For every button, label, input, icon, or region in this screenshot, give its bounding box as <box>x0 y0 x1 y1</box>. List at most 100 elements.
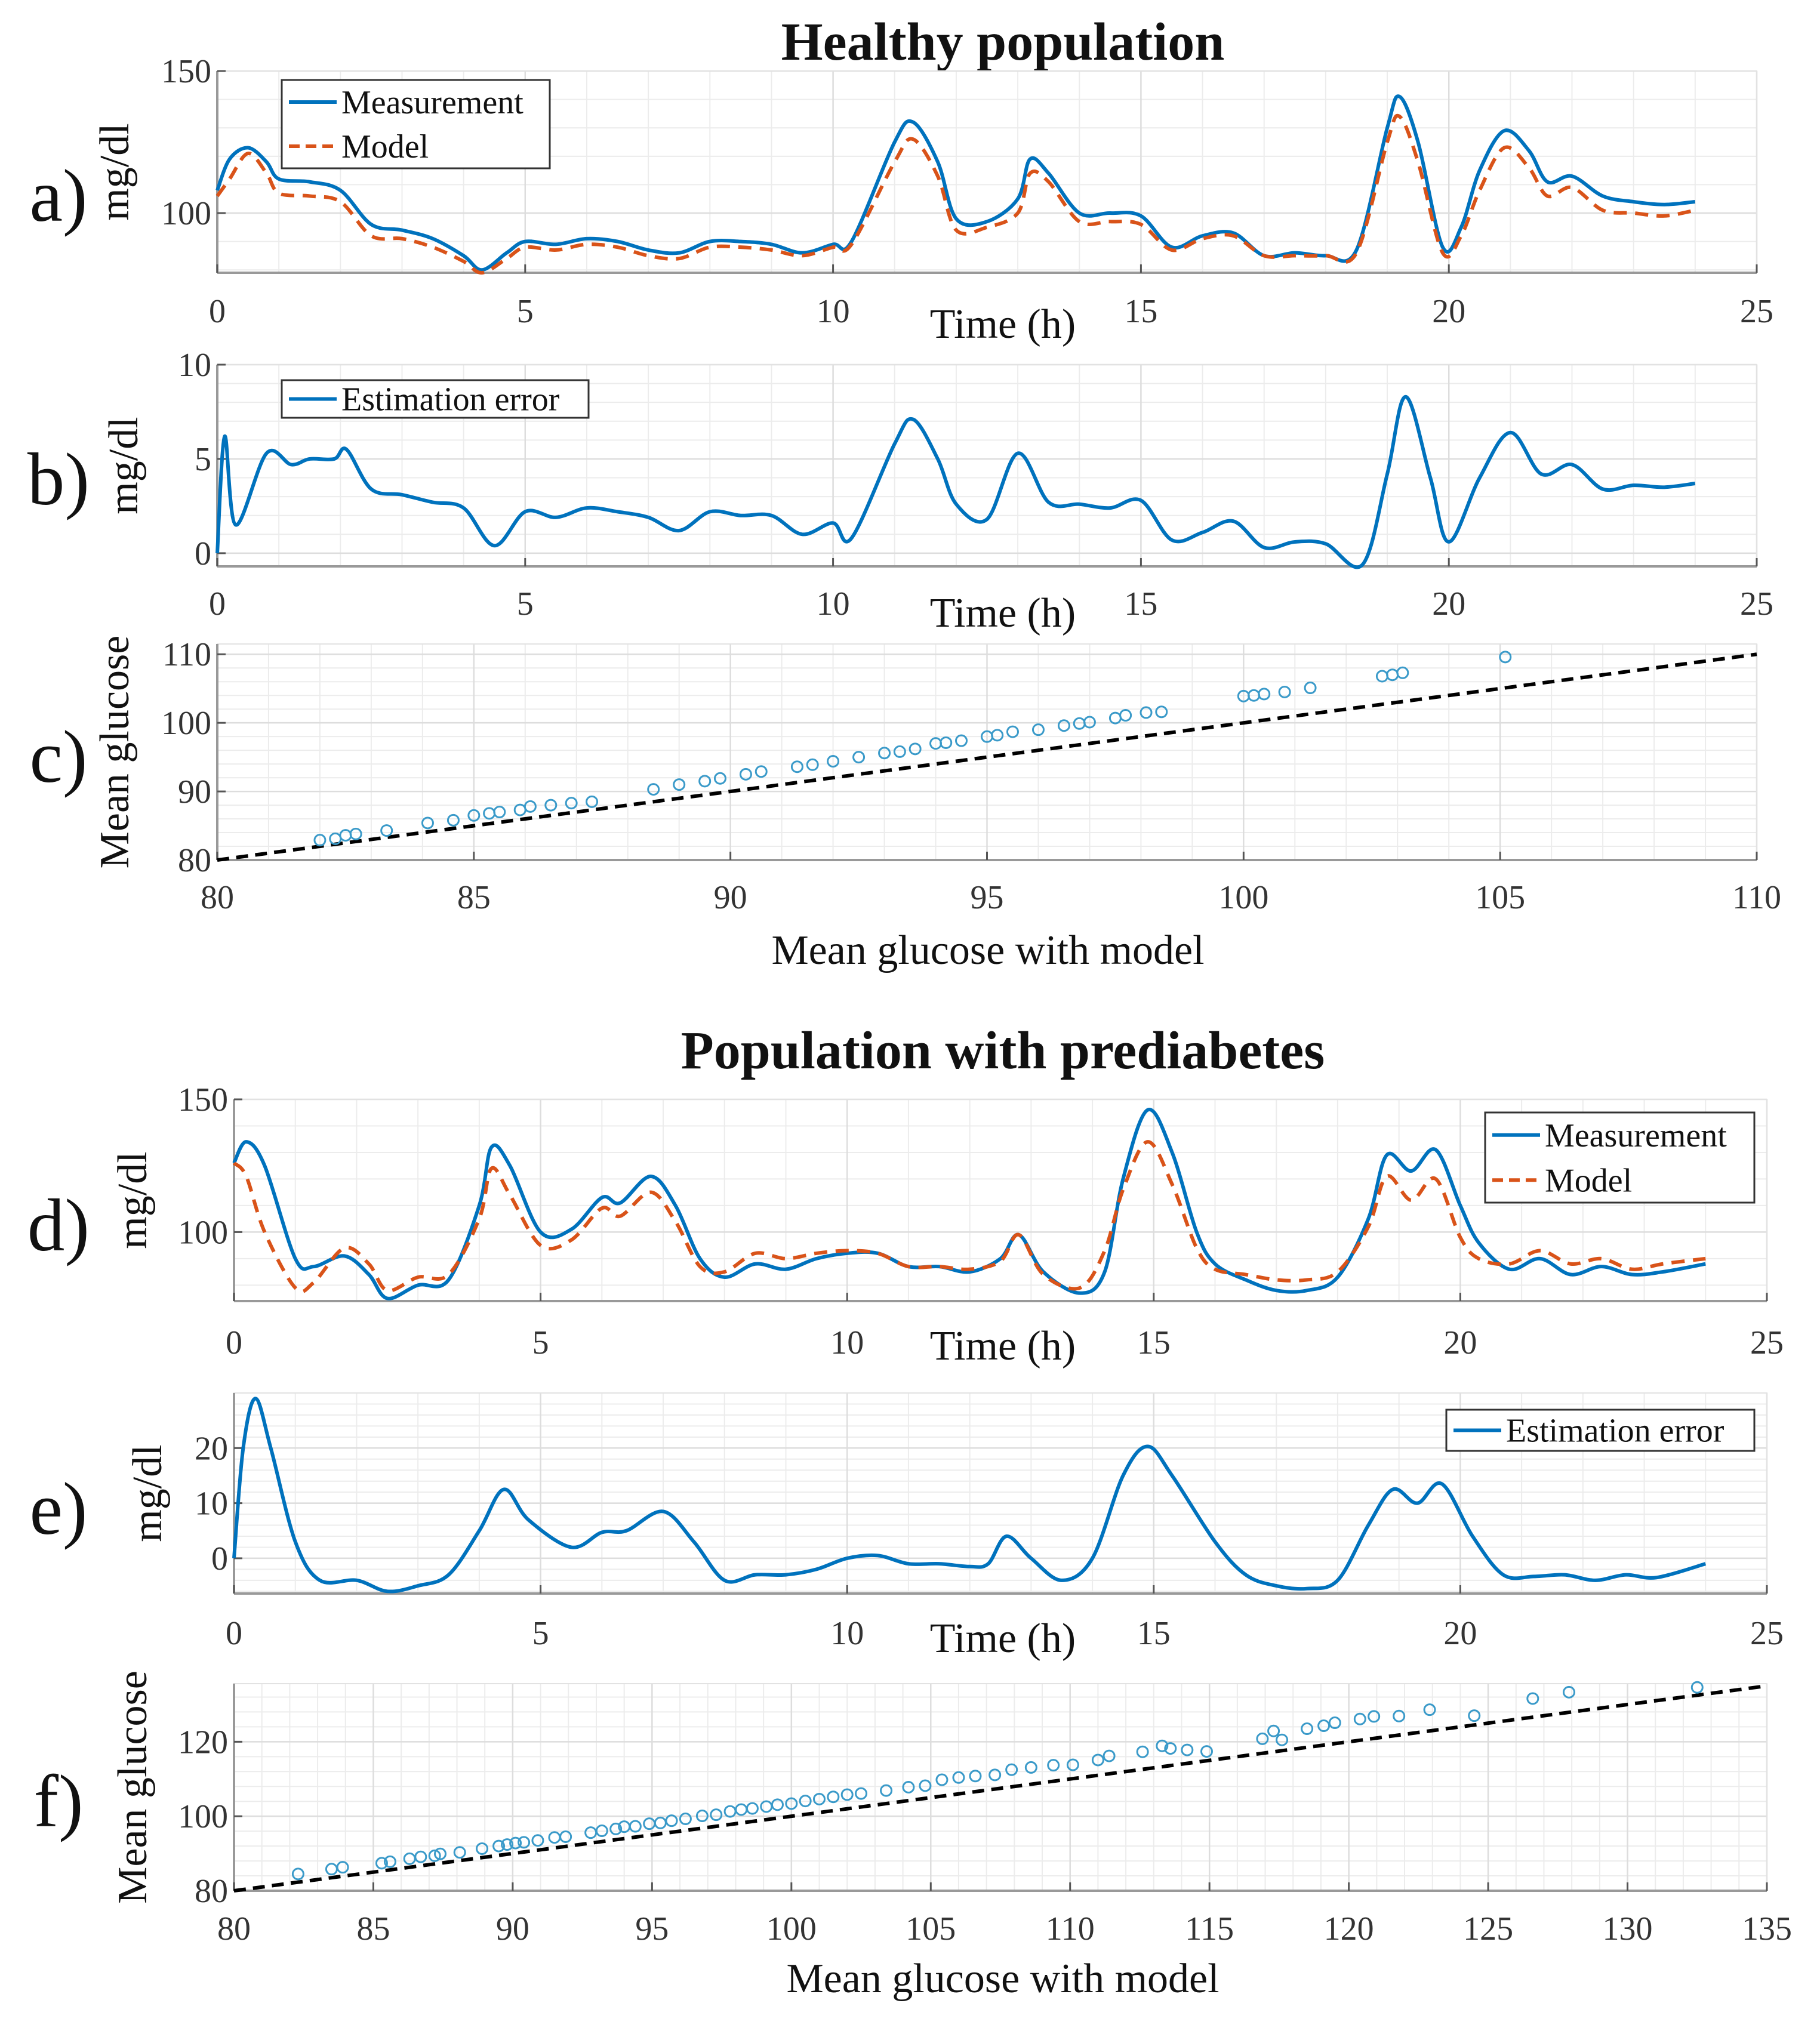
scatter-point <box>1047 1759 1060 1772</box>
scatter-point <box>1526 1692 1539 1705</box>
x-tick-label: 110 <box>1732 879 1781 916</box>
scatter-point <box>940 736 953 749</box>
scatter-point <box>509 1836 522 1850</box>
scatter-point <box>695 1810 709 1823</box>
scatter-point <box>584 1826 598 1839</box>
scatter-point <box>1258 688 1271 701</box>
series-line-model <box>232 1140 1706 1294</box>
legend-box <box>281 79 551 169</box>
scatter-point <box>1006 725 1019 738</box>
scatter-point <box>665 1814 678 1827</box>
x-axis-label: Time (h) <box>930 301 1076 347</box>
x-tick-label: 0 <box>209 585 226 622</box>
x-tick-label: 85 <box>356 1910 390 1947</box>
x-tick-label: 80 <box>201 879 234 916</box>
scatter-point <box>1267 1724 1280 1737</box>
scatter-point <box>1276 1733 1289 1746</box>
scatter-point <box>325 1863 338 1876</box>
scatter-point <box>1328 1716 1341 1730</box>
x-tick-label: 0 <box>226 1615 242 1652</box>
scatter-point <box>467 809 481 822</box>
scatter-point <box>746 1802 759 1815</box>
scatter-point <box>1066 1758 1079 1771</box>
scatter-point <box>1200 1745 1214 1758</box>
scatter-point <box>421 816 434 830</box>
scatter-point <box>919 1779 932 1792</box>
scatter-point <box>339 829 352 842</box>
scatter-point <box>1057 719 1070 732</box>
x-tick-label: 5 <box>517 293 534 330</box>
legend: Measurement Model <box>281 79 551 169</box>
scatter-point <box>1353 1712 1366 1725</box>
scatter-point <box>827 755 840 768</box>
x-tick-label: 15 <box>1124 585 1157 622</box>
scatter-point <box>799 1795 812 1808</box>
series-line-measurement <box>232 1108 1706 1300</box>
scatter-point <box>336 1861 349 1874</box>
y-tick-label: 0 <box>211 1540 228 1577</box>
scatter-point <box>723 1805 737 1818</box>
x-tick-label: 95 <box>635 1910 669 1947</box>
scatter-point <box>476 1842 489 1855</box>
x-tick-label: 25 <box>1750 1324 1784 1361</box>
scatter-point <box>735 1803 748 1816</box>
legend-entry: Estimation error <box>341 381 560 418</box>
y-tick-label: 100 <box>178 1214 228 1251</box>
scatter-point <box>1423 1703 1436 1716</box>
x-tick-label: 10 <box>817 585 850 622</box>
x-tick-label: 135 <box>1742 1910 1792 1947</box>
scatter-point <box>827 1790 840 1804</box>
x-axis-label: Time (h) <box>930 1323 1076 1369</box>
legend-entry: Measurement <box>1545 1117 1727 1154</box>
scatter-point <box>952 1771 965 1784</box>
scatter-point <box>531 1834 544 1847</box>
scatter-point <box>1140 706 1153 719</box>
legend-entry: Measurement <box>341 84 523 121</box>
y-tick-label: 150 <box>178 1081 228 1118</box>
scatter-point <box>383 1855 396 1868</box>
scatter-point <box>493 806 506 819</box>
scatter-point <box>1690 1681 1704 1694</box>
x-tick-label: 10 <box>830 1615 864 1652</box>
y-tick-label: 20 <box>195 1430 228 1467</box>
x-tick-label: 110 <box>1046 1910 1095 1947</box>
identity-line <box>217 652 1757 862</box>
scatter-point <box>1119 709 1132 722</box>
scatter-point <box>375 1857 388 1870</box>
scatter-point <box>548 1831 561 1844</box>
scatter-point <box>1164 1742 1177 1755</box>
title-prediabetes: Population with prediabetes <box>681 1021 1325 1080</box>
y-tick-label: 100 <box>178 1798 228 1835</box>
x-axis-label: Time (h) <box>930 1616 1076 1662</box>
panel-a: 0 5 10 15 20 25 100 150 Time (h) mg/dla) Measureme… <box>29 53 1773 347</box>
x-tick-label: 20 <box>1432 585 1465 622</box>
legend-entry: Model <box>341 128 429 165</box>
scatter-point <box>1368 1710 1381 1723</box>
scatter-point <box>291 1867 304 1881</box>
scatter-point <box>1278 685 1291 698</box>
scatter-point <box>679 1813 692 1826</box>
y-tick-label: 5 <box>195 441 211 478</box>
scatter-point <box>806 758 819 771</box>
panel-f: 80 85 90 95 100 105 110 115 120 125 130 135 80 100 120… <box>33 1671 1792 2002</box>
scatter-point <box>380 824 393 837</box>
title-healthy: Healthy population <box>781 13 1225 72</box>
scatter-point <box>1301 1722 1314 1736</box>
scatter-point <box>586 795 599 808</box>
scatter-point <box>935 1773 949 1786</box>
y-tick-label: 10 <box>178 347 211 384</box>
x-tick-label: 90 <box>714 879 747 916</box>
scatter-point <box>1375 670 1388 683</box>
scatter-point <box>446 813 460 827</box>
scatter-point <box>760 1800 773 1813</box>
panel-b: 0 5 10 15 20 25 0 5 10 Time (h) mg/dlb) Estimation … <box>27 347 1773 636</box>
scatter-point <box>647 783 660 796</box>
scatter-point <box>349 827 362 840</box>
scatter-point <box>595 1824 608 1838</box>
x-tick-label: 0 <box>226 1324 242 1361</box>
x-tick-label: 100 <box>766 1910 817 1947</box>
scatter-point <box>313 834 327 847</box>
y-axis-label: mg/dl <box>125 1444 171 1542</box>
y-axis-label: Mean glucose <box>92 636 138 869</box>
